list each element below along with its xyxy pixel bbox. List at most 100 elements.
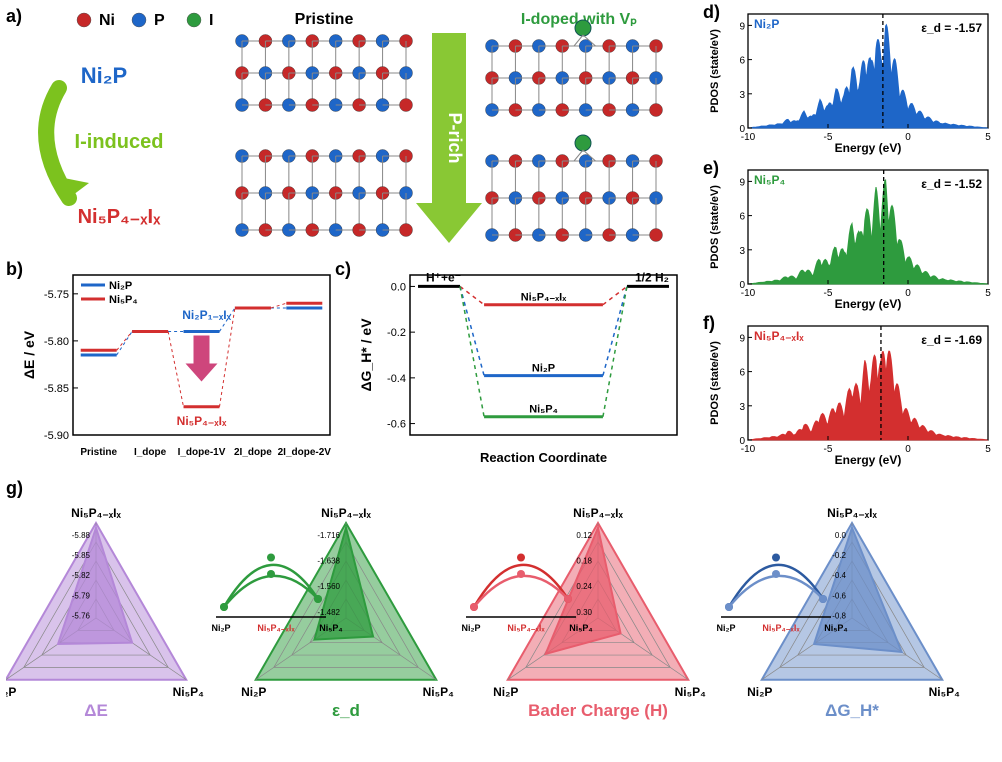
svg-text:Ni₂P: Ni₂P bbox=[241, 685, 266, 699]
svg-text:Pristine: Pristine bbox=[80, 447, 117, 458]
svg-text:0.0: 0.0 bbox=[391, 281, 406, 293]
svg-text:ΔE: ΔE bbox=[84, 701, 108, 720]
svg-text:PDOS (state/eV): PDOS (state/eV) bbox=[709, 29, 721, 113]
svg-text:Ni: Ni bbox=[99, 12, 115, 29]
svg-text:Ni₅P₄₋ₓIₓ: Ni₅P₄₋ₓIₓ bbox=[827, 506, 877, 520]
panel-g: -5.88-5.85-5.82-5.79-5.76Ni₅P₄₋ₓIₓNi₂PNi… bbox=[6, 480, 996, 760]
svg-text:-1.482: -1.482 bbox=[317, 608, 340, 617]
svg-text:Ni₅P₄: Ni₅P₄ bbox=[754, 173, 786, 187]
panel-c: 0.0-0.2-0.4-0.6ΔG_H* / eVReaction Coordi… bbox=[355, 265, 685, 470]
svg-text:H⁺+e⁻: H⁺+e⁻ bbox=[426, 270, 461, 284]
svg-text:Ni₅P₄: Ni₅P₄ bbox=[319, 623, 342, 633]
svg-text:5: 5 bbox=[985, 288, 991, 299]
svg-text:Ni₅P₄₋ₓIₓ: Ni₅P₄₋ₓIₓ bbox=[321, 506, 371, 520]
svg-text:Energy (eV): Energy (eV) bbox=[835, 297, 902, 311]
svg-text:Ni₅P₄: Ni₅P₄ bbox=[109, 294, 138, 306]
svg-text:-5.75: -5.75 bbox=[44, 289, 69, 301]
panel-b: -5.75 -5.80 -5.85 -5.90 ΔE / eV Pristine I_dop… bbox=[18, 265, 338, 470]
svg-text:P: P bbox=[154, 12, 165, 29]
svg-text:Ni₅P₄: Ni₅P₄ bbox=[423, 685, 455, 699]
svg-text:-0.2: -0.2 bbox=[387, 327, 406, 339]
svg-text:ΔG_H*: ΔG_H* bbox=[825, 701, 879, 720]
svg-text:Energy (eV): Energy (eV) bbox=[835, 141, 902, 155]
svg-text:Ni₅P₄₋ₓIₓ: Ni₅P₄₋ₓIₓ bbox=[573, 506, 623, 520]
svg-text:Ni₂P₁₋ₓIₓ: Ni₂P₁₋ₓIₓ bbox=[182, 308, 231, 322]
svg-text:-0.4: -0.4 bbox=[832, 571, 846, 580]
svg-text:Ni₅P₄₋ₓIₓ: Ni₅P₄₋ₓIₓ bbox=[507, 623, 545, 633]
svg-text:I-induced: I-induced bbox=[75, 131, 164, 153]
panel-c-svg: 0.0-0.2-0.4-0.6ΔG_H* / eVReaction Coordi… bbox=[355, 265, 685, 470]
svg-text:0: 0 bbox=[905, 444, 911, 455]
svg-text:Ni₂P: Ni₂P bbox=[747, 685, 772, 699]
panel-b-svg: -5.75 -5.80 -5.85 -5.90 ΔE / eV Pristine I_dop… bbox=[18, 265, 338, 470]
svg-text:Ni₅P₄: Ni₅P₄ bbox=[529, 404, 558, 416]
svg-text:0.12: 0.12 bbox=[576, 531, 592, 540]
svg-text:Reaction Coordinate: Reaction Coordinate bbox=[480, 450, 607, 465]
svg-text:-5.76: -5.76 bbox=[72, 612, 91, 621]
svg-text:0.30: 0.30 bbox=[576, 608, 592, 617]
svg-text:-10: -10 bbox=[741, 132, 756, 143]
panel-def: 0369-10-505Ni₂Pε_d = -1.57Energy (eV)PDO… bbox=[706, 2, 996, 472]
svg-text:ε_d: ε_d bbox=[332, 701, 360, 720]
svg-text:Ni₅P₄: Ni₅P₄ bbox=[173, 685, 205, 699]
svg-text:Ni₂P: Ni₂P bbox=[109, 280, 132, 292]
svg-text:Ni₅P₄₋ₓIₓ: Ni₅P₄₋ₓIₓ bbox=[78, 206, 161, 228]
svg-text:-10: -10 bbox=[741, 444, 756, 455]
svg-text:6: 6 bbox=[739, 368, 745, 379]
svg-text:-5.90: -5.90 bbox=[44, 430, 69, 442]
svg-text:-5.82: -5.82 bbox=[72, 571, 91, 580]
svg-text:9: 9 bbox=[739, 21, 745, 32]
svg-text:Ni₅P₄: Ni₅P₄ bbox=[675, 685, 707, 699]
svg-text:Ni₂P: Ni₂P bbox=[532, 363, 555, 375]
svg-text:-5.80: -5.80 bbox=[44, 336, 69, 348]
svg-text:Ni₅P₄: Ni₅P₄ bbox=[824, 623, 847, 633]
svg-text:Ni₅P₄₋ₓIₓ: Ni₅P₄₋ₓIₓ bbox=[177, 414, 227, 428]
svg-text:ΔE / eV: ΔE / eV bbox=[21, 330, 37, 379]
svg-text:3: 3 bbox=[739, 246, 745, 257]
svg-text:-0.4: -0.4 bbox=[387, 373, 406, 385]
svg-text:Ni₅P₄₋ₓIₓ: Ni₅P₄₋ₓIₓ bbox=[754, 329, 804, 343]
svg-text:Ni₅P₄₋ₓIₓ: Ni₅P₄₋ₓIₓ bbox=[71, 506, 121, 520]
svg-text:-5: -5 bbox=[824, 132, 833, 143]
svg-text:Ni₅P₄: Ni₅P₄ bbox=[569, 623, 592, 633]
svg-text:9: 9 bbox=[739, 177, 745, 188]
svg-text:Energy (eV): Energy (eV) bbox=[835, 453, 902, 467]
svg-text:Ni₅P₄₋ₓIₓ: Ni₅P₄₋ₓIₓ bbox=[257, 623, 295, 633]
svg-text:Ni₂P: Ni₂P bbox=[81, 63, 127, 88]
svg-text:ε_d = -1.52: ε_d = -1.52 bbox=[921, 177, 982, 191]
svg-text:6: 6 bbox=[739, 56, 745, 67]
svg-text:0: 0 bbox=[905, 132, 911, 143]
svg-text:Ni₂P: Ni₂P bbox=[716, 623, 735, 633]
svg-text:Ni₂P: Ni₂P bbox=[211, 623, 230, 633]
svg-text:ε_d = -1.69: ε_d = -1.69 bbox=[921, 333, 982, 347]
svg-text:0: 0 bbox=[905, 288, 911, 299]
svg-text:Ni₅P₄: Ni₅P₄ bbox=[929, 685, 961, 699]
svg-text:2I_dope: 2I_dope bbox=[234, 447, 272, 458]
svg-text:-0.6: -0.6 bbox=[832, 591, 846, 600]
svg-text:PDOS (state/eV): PDOS (state/eV) bbox=[709, 341, 721, 425]
svg-text:2I_dope-2V: 2I_dope-2V bbox=[278, 447, 332, 458]
svg-text:5: 5 bbox=[985, 132, 991, 143]
svg-text:0.18: 0.18 bbox=[576, 556, 592, 565]
svg-text:-5.85: -5.85 bbox=[44, 383, 69, 395]
svg-text:Ni₂P: Ni₂P bbox=[461, 623, 480, 633]
svg-text:5: 5 bbox=[985, 444, 991, 455]
svg-text:9: 9 bbox=[739, 333, 745, 344]
svg-text:Ni₂P: Ni₂P bbox=[6, 685, 16, 699]
svg-text:I: I bbox=[209, 12, 213, 29]
svg-text:-5.79: -5.79 bbox=[72, 591, 91, 600]
panel-a: NiPINi₂PI-inducedNi₅P₄₋ₓIₓPristineI-dope… bbox=[24, 8, 704, 258]
svg-text:Ni₅P₄₋ₓIₓ: Ni₅P₄₋ₓIₓ bbox=[521, 292, 568, 304]
label-a: a) bbox=[6, 6, 22, 27]
svg-text:I_dope: I_dope bbox=[134, 447, 167, 458]
svg-text:3: 3 bbox=[739, 90, 745, 101]
svg-text:-5.85: -5.85 bbox=[72, 551, 91, 560]
svg-text:PDOS (state/eV): PDOS (state/eV) bbox=[709, 185, 721, 269]
svg-text:Ni₅P₄₋ₓIₓ: Ni₅P₄₋ₓIₓ bbox=[762, 623, 800, 633]
svg-text:ε_d = -1.57: ε_d = -1.57 bbox=[921, 21, 982, 35]
svg-text:-10: -10 bbox=[741, 288, 756, 299]
svg-text:0.24: 0.24 bbox=[576, 582, 592, 591]
svg-text:-0.6: -0.6 bbox=[387, 419, 406, 431]
svg-text:-1.638: -1.638 bbox=[317, 556, 340, 565]
svg-text:6: 6 bbox=[739, 212, 745, 223]
